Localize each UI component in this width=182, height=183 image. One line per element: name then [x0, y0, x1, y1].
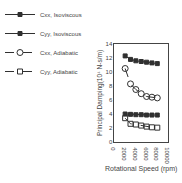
- svg-text:Cyy, Adiabatic: Cyy, Adiabatic: [40, 69, 78, 75]
- svg-text:Cxx, Adiabatic: Cxx, Adiabatic: [40, 50, 78, 56]
- svg-text:Cxx, Isoviscous: Cxx, Isoviscous: [40, 12, 82, 18]
- svg-text:4000: 4000: [132, 147, 138, 161]
- svg-text:Cyy, Isoviscous: Cyy, Isoviscous: [40, 31, 81, 37]
- svg-text:6: 6: [109, 97, 113, 103]
- svg-text:2: 2: [109, 125, 113, 131]
- svg-text:10000: 10000: [164, 147, 170, 164]
- svg-text:8000: 8000: [153, 147, 159, 161]
- svg-text:0: 0: [110, 147, 116, 151]
- svg-text:8: 8: [109, 83, 113, 89]
- svg-text:6000: 6000: [143, 147, 149, 161]
- svg-text:14: 14: [106, 41, 113, 47]
- svg-text:0: 0: [109, 139, 113, 145]
- svg-text:Rotational Speed (rpm): Rotational Speed (rpm): [105, 165, 177, 173]
- svg-text:10: 10: [106, 69, 113, 75]
- svg-text:12: 12: [106, 55, 113, 61]
- svg-text:2000: 2000: [121, 147, 127, 161]
- svg-text:Principal Damping(10⁴ N-s/m): Principal Damping(10⁴ N-s/m): [96, 50, 104, 136]
- svg-text:4: 4: [109, 111, 113, 117]
